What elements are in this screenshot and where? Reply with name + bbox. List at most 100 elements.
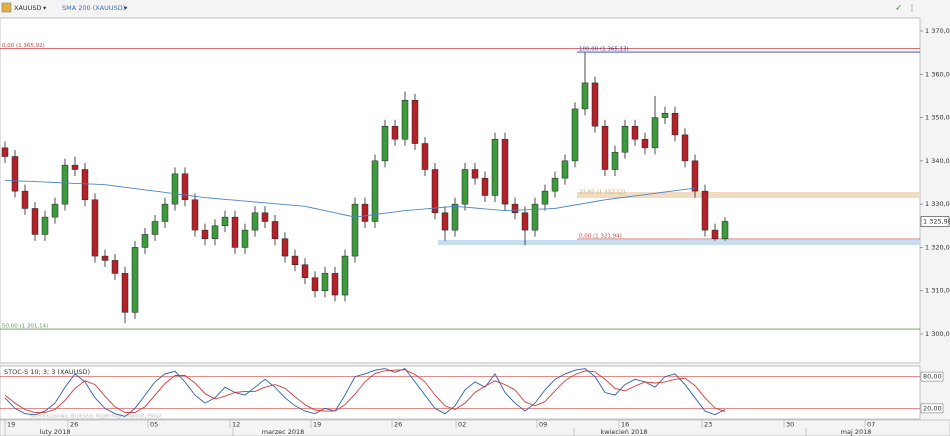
candle-body xyxy=(671,112,679,136)
level-band xyxy=(438,240,920,246)
candle-body xyxy=(11,156,19,192)
candle-body xyxy=(131,247,139,313)
candle-body xyxy=(201,229,209,240)
x-tick-label: 19 xyxy=(313,421,321,429)
level-label: 100,00 (1 365,13) xyxy=(579,47,629,53)
sma-line xyxy=(4,179,696,218)
x-tick-label: 26 xyxy=(70,421,78,429)
candle-body xyxy=(361,203,369,222)
candle-body xyxy=(331,273,339,296)
candle-body xyxy=(161,203,169,222)
candle-body xyxy=(661,112,669,118)
last-price-label: 1 325,98 xyxy=(923,218,950,226)
candle-body xyxy=(141,234,149,248)
candle-body xyxy=(521,212,529,231)
candle-body xyxy=(691,160,699,192)
candle-body xyxy=(461,169,469,205)
month-label: maj 2018 xyxy=(841,428,872,436)
oscillator-tick-label: 80,00 xyxy=(923,373,942,381)
candle-body xyxy=(591,82,599,127)
candle-body xyxy=(651,117,659,149)
candle-body xyxy=(401,99,409,140)
symbol[interactable]: XAUUSD xyxy=(14,4,42,12)
candle-body xyxy=(351,203,359,257)
x-tick-label: 07 xyxy=(867,421,875,429)
candle-body xyxy=(111,260,119,274)
x-tick-label: 30 xyxy=(786,421,794,429)
candle-body xyxy=(301,264,309,278)
candle-body xyxy=(411,99,419,144)
timezone-note: Strefa czasowa: Bruksela, Kopenhaga, Mad… xyxy=(30,414,162,420)
candle-body xyxy=(261,212,269,222)
x-tick-label: 05 xyxy=(150,421,158,429)
menu[interactable]: ⋮ xyxy=(908,4,916,13)
last-price-box xyxy=(920,216,950,227)
candle-body xyxy=(391,125,399,140)
candle-body xyxy=(561,160,569,179)
y-tick-label: 1 340,00 xyxy=(925,157,950,165)
y-tick-label: 1 370,00 xyxy=(925,27,950,35)
month-label: kwiecień 2018 xyxy=(601,428,648,436)
candle-body xyxy=(181,173,189,201)
candle-body xyxy=(41,216,49,235)
oscillator-panel xyxy=(0,365,921,420)
candle-body xyxy=(481,177,489,196)
x-tick-label: 19 xyxy=(7,421,15,429)
candle-body xyxy=(311,277,319,291)
overlay-menu[interactable]: ▾ xyxy=(124,4,128,12)
candle-body xyxy=(91,199,99,257)
candle-body xyxy=(471,169,479,179)
y-tick-label: 1 330,00 xyxy=(925,200,950,208)
candle-body xyxy=(601,125,609,170)
x-tick-label: 23 xyxy=(704,421,712,429)
oscillator-line xyxy=(4,369,726,414)
draw-tool[interactable]: ✓ xyxy=(895,4,903,14)
y-tick-label: 1 350,00 xyxy=(925,114,950,122)
candle-body xyxy=(121,273,129,313)
level-label: 0,00 (1 365,92) xyxy=(2,43,45,49)
x-tick-label: 26 xyxy=(394,421,402,429)
candle-body xyxy=(171,173,179,205)
candle-body xyxy=(531,203,539,231)
candle-body xyxy=(721,221,729,240)
candle-body xyxy=(221,216,229,227)
oscillator-title: STOC-S 10; 3; 3 (XAUUSD) xyxy=(4,368,90,376)
x-tick-label: 02 xyxy=(458,421,466,429)
candle-body xyxy=(241,229,249,248)
symbol-icon xyxy=(1,2,12,13)
level-label: 0,00 (1 321,94) xyxy=(579,234,622,240)
month-label: luty 2018 xyxy=(40,428,71,436)
overlay-name[interactable]: SMA 200 (XAUUSD) xyxy=(62,4,125,12)
candle-body xyxy=(641,138,649,149)
candle-body xyxy=(711,229,719,240)
month-label: marzec 2018 xyxy=(262,428,305,436)
level-band xyxy=(577,191,920,198)
candle-body xyxy=(51,203,59,218)
candle-body xyxy=(341,255,349,296)
candle-body xyxy=(381,125,389,162)
candle-body xyxy=(231,216,239,248)
candle-body xyxy=(191,199,199,231)
y-tick-label: 1 360,00 xyxy=(925,70,950,78)
candle-body xyxy=(31,208,39,235)
candle-body xyxy=(541,190,549,205)
y-tick-label: 1 310,00 xyxy=(925,287,950,295)
candle-body xyxy=(61,164,69,205)
level-label: 23,60 (1 332,12) xyxy=(579,189,625,195)
oscillator-tick-box xyxy=(920,403,944,414)
symbol-menu[interactable]: ▾ xyxy=(43,4,47,12)
candle-body xyxy=(21,190,29,209)
candle-body xyxy=(511,203,519,214)
candle-body xyxy=(491,138,499,196)
y-tick-label: 1 320,00 xyxy=(925,243,950,251)
x-tick-label: 09 xyxy=(539,421,547,429)
candle-body xyxy=(421,143,429,170)
candle-body xyxy=(271,221,279,240)
candle-body xyxy=(1,147,9,157)
candle-body xyxy=(101,255,109,261)
x-tick-label: 12 xyxy=(232,421,240,429)
candle-body xyxy=(251,212,259,231)
candle-body xyxy=(621,125,629,153)
